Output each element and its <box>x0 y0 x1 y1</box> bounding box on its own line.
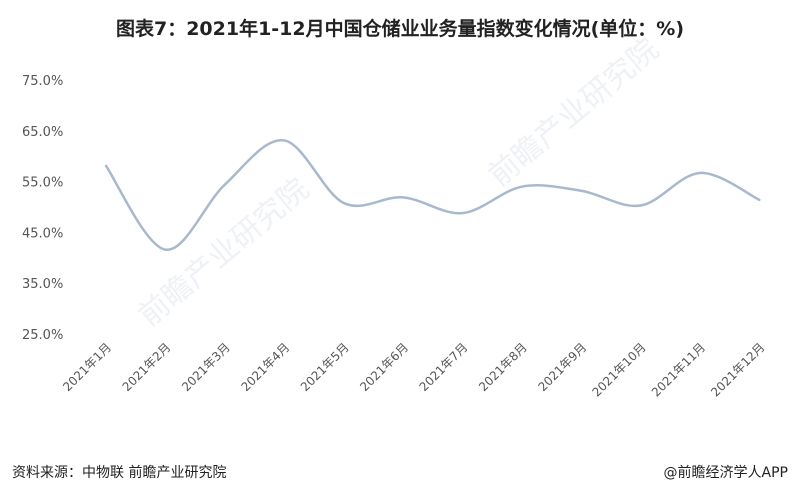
data-point <box>580 189 583 192</box>
data-point <box>283 139 286 142</box>
data-point <box>164 248 167 251</box>
y-tick-label: 55.0% <box>22 176 63 191</box>
data-point <box>401 196 405 199</box>
chart-title: 图表7：2021年1-12月中国仓储业业务量指数变化情况(单位：%) <box>115 18 685 40</box>
x-tick-label: 2021年3月 <box>179 340 233 394</box>
data-point <box>461 211 464 215</box>
data-point <box>698 171 702 175</box>
x-tick-label: 2021年8月 <box>476 340 530 394</box>
x-tick-label: 2021年1月 <box>60 340 114 394</box>
y-tick-label: 35.0% <box>22 277 63 292</box>
x-tick-label: 2021年9月 <box>535 340 589 394</box>
data-point <box>342 201 345 205</box>
credit-note: @前瞻经济学人APP <box>663 465 788 481</box>
source-note: 资料来源：中物联 前瞻产业研究院 <box>12 465 227 481</box>
y-tick-label: 65.0% <box>22 125 63 140</box>
data-point <box>104 164 108 168</box>
data-point <box>758 198 761 202</box>
x-tick-label: 2021年7月 <box>417 340 471 394</box>
series-line <box>104 139 760 251</box>
x-tick-label: 2021年12月 <box>708 340 767 399</box>
x-tick-label: 2021年2月 <box>120 340 174 394</box>
watermark-text: 前瞻产业研究院 <box>132 172 315 334</box>
y-tick-label: 75.0% <box>22 74 63 89</box>
x-tick-label: 2021年6月 <box>357 340 411 394</box>
y-tick-label: 25.0% <box>22 328 63 343</box>
data-point <box>639 204 642 207</box>
x-tick-label: 2021年10月 <box>589 340 648 399</box>
x-tick-label: 2021年11月 <box>649 340 708 399</box>
x-tick-label: 2021年5月 <box>298 340 352 394</box>
y-tick-label: 45.0% <box>22 226 63 241</box>
x-tick-label: 2021年4月 <box>238 340 292 394</box>
data-point <box>223 183 226 186</box>
data-point <box>520 185 523 188</box>
watermark-text: 前瞻产业研究院 <box>482 32 665 194</box>
